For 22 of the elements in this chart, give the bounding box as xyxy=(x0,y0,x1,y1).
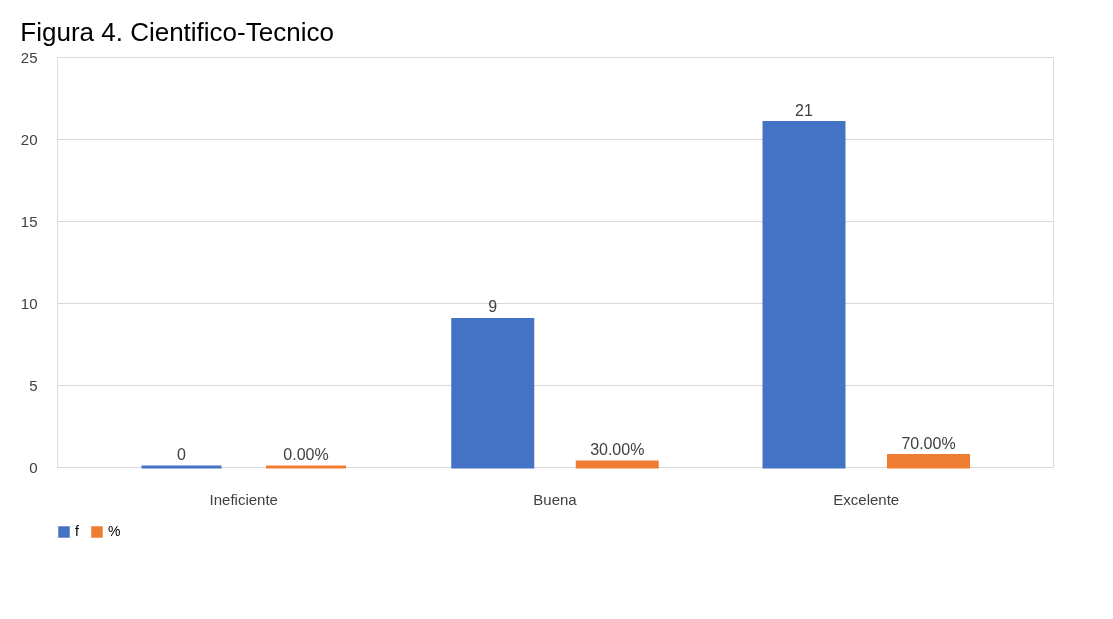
legend-label: f xyxy=(75,523,79,539)
x-tick-label: Ineficiente xyxy=(209,490,278,508)
data-label: 0 xyxy=(177,446,187,463)
x-tick-label: Excelente xyxy=(833,490,900,508)
data-label: 0.00% xyxy=(283,446,329,463)
chart-title: Figura 4. Cientifico-Tecnico xyxy=(20,17,334,47)
data-label: 30.00% xyxy=(590,441,645,459)
bar xyxy=(762,121,846,469)
data-label: 70.00% xyxy=(901,434,956,452)
data-label: 21 xyxy=(795,101,813,119)
bar xyxy=(451,317,535,469)
y-tick-label: 5 xyxy=(29,376,38,394)
y-tick-label: 0 xyxy=(29,458,38,476)
y-tick-label: 20 xyxy=(20,130,38,148)
legend-label: % xyxy=(108,523,121,539)
y-tick-label: 15 xyxy=(20,212,38,230)
bar xyxy=(887,454,970,469)
x-tick-label: Buena xyxy=(533,490,578,508)
y-tick-label: 10 xyxy=(20,294,38,312)
y-tick-label: 25 xyxy=(20,48,38,66)
bar xyxy=(575,460,659,469)
data-label: 9 xyxy=(488,298,498,316)
